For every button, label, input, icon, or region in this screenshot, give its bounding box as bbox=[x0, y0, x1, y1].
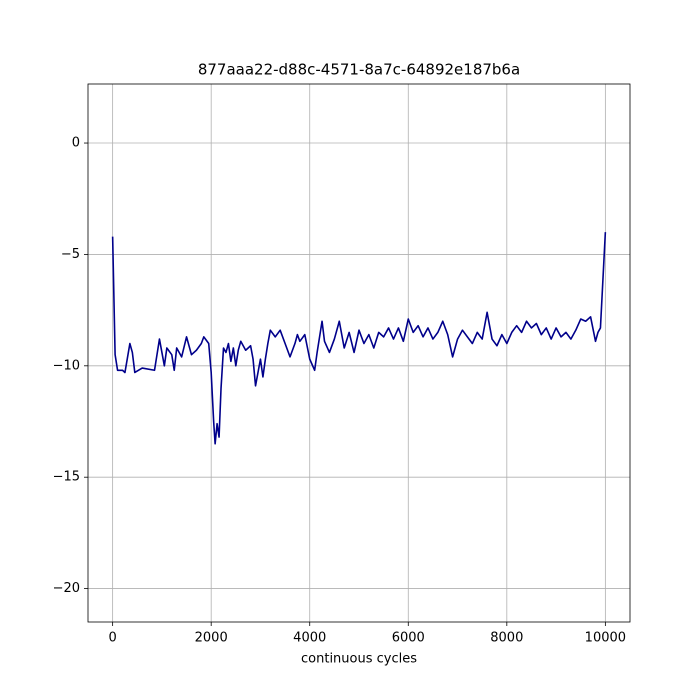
x-tick-label: 4000 bbox=[293, 631, 326, 646]
x-tick-label: 0 bbox=[108, 631, 116, 646]
chart-title: 877aaa22-d88c-4571-8a7c-64892e187b6a bbox=[198, 61, 520, 79]
x-tick-label: 6000 bbox=[392, 631, 425, 646]
y-tick-label: −5 bbox=[61, 247, 80, 262]
y-tick-label: 0 bbox=[72, 136, 80, 151]
plot-frame bbox=[87, 83, 631, 623]
y-tick-label: −10 bbox=[53, 358, 80, 373]
y-tick-label: −15 bbox=[53, 470, 80, 485]
x-axis-label: continuous cycles bbox=[301, 652, 417, 667]
x-tick-label: 10000 bbox=[585, 631, 626, 646]
y-tick-label: −20 bbox=[53, 581, 80, 596]
x-tick-label: 8000 bbox=[490, 631, 523, 646]
data-line bbox=[111, 232, 607, 445]
x-tick-label: 2000 bbox=[195, 631, 228, 646]
